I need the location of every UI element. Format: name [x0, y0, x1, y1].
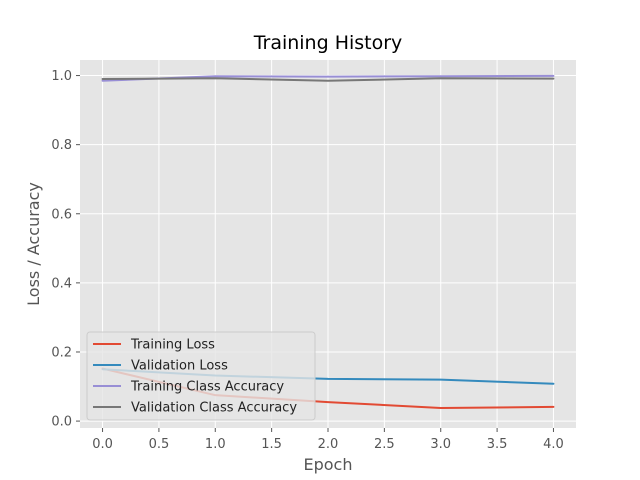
x-tick-label: 3.0 [430, 437, 451, 452]
legend-label: Validation Loss [131, 359, 228, 374]
y-tick-label: 0.6 [51, 207, 72, 222]
y-tick-label: 1.0 [51, 69, 72, 84]
y-axis-label: Loss / Accuracy [24, 182, 43, 306]
x-tick-label: 2.0 [318, 437, 339, 452]
x-tick-label: 1.5 [261, 437, 282, 452]
x-tick-label: 1.0 [205, 437, 226, 452]
legend: Training Loss Validation Loss Training Cla… [86, 331, 316, 421]
y-tick-label: 0.4 [51, 276, 72, 291]
x-tick-label: 2.5 [374, 437, 395, 452]
x-tick-label: 0.5 [149, 437, 170, 452]
y-tick-label: 0.2 [51, 345, 72, 360]
y-tick-label: 0.0 [51, 415, 72, 430]
x-tick-label: 0.0 [92, 437, 113, 452]
chart-title: Training History [253, 32, 403, 54]
x-tick-label: 4.0 [543, 437, 564, 452]
legend-box [86, 331, 316, 421]
legend-label: Training Class Accuracy [130, 380, 284, 395]
axis-ticks: 0.0 0.5 1.0 1.5 2.0 2.5 3.0 3.5 4.0 0.0 0.2 0.4 0.6 0… [51, 69, 563, 452]
legend-label: Validation Class Accuracy [131, 401, 297, 416]
x-axis-label: Epoch [304, 455, 353, 474]
x-tick-label: 3.5 [487, 437, 508, 452]
grid [80, 60, 576, 428]
legend-label: Training Loss [130, 338, 215, 353]
series-line-validation-class-accuracy [101, 77, 555, 82]
y-tick-label: 0.8 [51, 138, 72, 153]
